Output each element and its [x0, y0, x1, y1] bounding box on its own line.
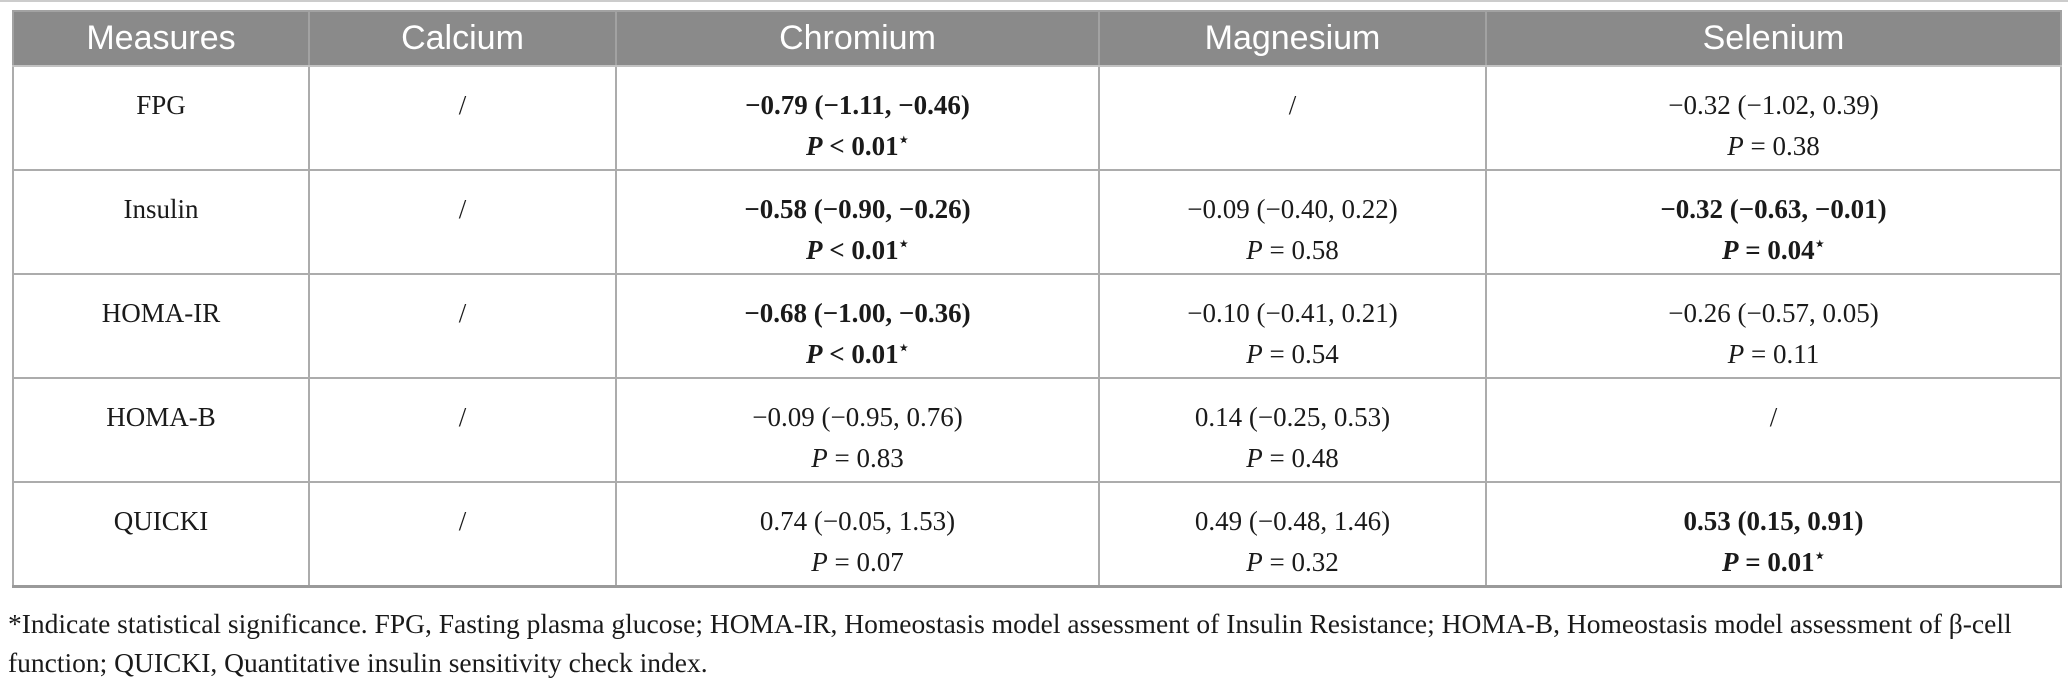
estimate-value: / [458, 402, 467, 432]
value-cell: / [308, 273, 617, 379]
p-value: P = 0.04⋆ [1721, 234, 1826, 265]
significance-star-icon: ⋆ [898, 234, 910, 253]
estimate-value: −0.32 (−0.63, −0.01) [1660, 194, 1887, 224]
p-symbol: P [805, 131, 823, 161]
estimate-value: −0.10 (−0.41, 0.21) [1187, 298, 1398, 328]
value-cell: 0.53 (0.15, 0.91) P = 0.01⋆ [1485, 481, 2062, 587]
estimate-value: −0.32 (−1.02, 0.39) [1668, 90, 1879, 120]
p-value: P = 0.32 [1246, 547, 1339, 577]
value-cell: −0.26 (−0.57, 0.05) P = 0.11 [1485, 273, 2062, 379]
estimate-value: −0.09 (−0.95, 0.76) [752, 402, 963, 432]
header-row: Measures Calcium Chromium Magnesium Sele… [12, 10, 2062, 67]
p-value: P = 0.38 [1727, 131, 1820, 161]
p-symbol: P [1727, 339, 1745, 369]
measure-cell: HOMA-IR [12, 273, 310, 379]
estimate-value: −0.09 (−0.40, 0.22) [1187, 194, 1398, 224]
value-cell: / [308, 169, 617, 275]
column-header-measures: Measures [12, 10, 310, 67]
p-value: P < 0.01⋆ [805, 338, 910, 369]
value-cell: / [1098, 65, 1487, 171]
value-cell: 0.74 (−0.05, 1.53) P = 0.07 [615, 481, 1100, 587]
significance-star-icon: ⋆ [898, 338, 910, 357]
value-cell: −0.79 (−1.11, −0.46) P < 0.01⋆ [615, 65, 1100, 171]
estimate-value: −0.26 (−0.57, 0.05) [1668, 298, 1879, 328]
table-row: HOMA-IR / −0.68 (−1.00, −0.36) P < 0.01⋆ −0.… [12, 273, 2062, 379]
value-cell: −0.32 (−0.63, −0.01) P = 0.04⋆ [1485, 169, 2062, 275]
table-row: Insulin / −0.58 (−0.90, −0.26) P < 0.01⋆ −0.… [12, 169, 2062, 275]
estimate-value: / [458, 194, 467, 224]
p-symbol: P [1721, 547, 1739, 577]
p-value: P < 0.01⋆ [805, 130, 910, 161]
p-symbol: P [805, 339, 823, 369]
value-cell: / [308, 65, 617, 171]
p-symbol: P [1727, 131, 1744, 161]
estimate-value: / [458, 90, 467, 120]
table-row: QUICKI / 0.74 (−0.05, 1.53) P = 0.07 0.49 (−… [12, 481, 2062, 587]
p-symbol: P [811, 547, 828, 577]
p-value: P = 0.01⋆ [1721, 546, 1826, 577]
column-header-selenium: Selenium [1485, 10, 2062, 67]
value-cell: / [308, 481, 617, 587]
significance-star-icon: ⋆ [898, 130, 910, 149]
estimate-value: / [458, 298, 467, 328]
p-symbol: P [1246, 339, 1263, 369]
p-value: P = 0.11 [1727, 339, 1820, 369]
p-value: P = 0.83 [811, 443, 904, 473]
estimate-value: −0.79 (−1.11, −0.46) [745, 90, 970, 120]
p-value: P = 0.48 [1246, 443, 1339, 473]
measure-cell: Insulin [12, 169, 310, 275]
estimate-value: −0.68 (−1.00, −0.36) [744, 298, 971, 328]
p-symbol: P [1721, 235, 1739, 265]
estimate-value: / [1769, 402, 1778, 432]
p-symbol: P [811, 443, 828, 473]
estimate-value: / [1288, 90, 1297, 120]
value-cell: −0.10 (−0.41, 0.21) P = 0.54 [1098, 273, 1487, 379]
measure-cell: FPG [12, 65, 310, 171]
p-value: P < 0.01⋆ [805, 234, 910, 265]
estimate-value: / [458, 506, 467, 536]
value-cell: −0.09 (−0.95, 0.76) P = 0.83 [615, 377, 1100, 483]
p-value: P = 0.58 [1246, 235, 1339, 265]
measure-cell: HOMA-B [12, 377, 310, 483]
value-cell: −0.68 (−1.00, −0.36) P < 0.01⋆ [615, 273, 1100, 379]
value-cell: 0.49 (−0.48, 1.46) P = 0.32 [1098, 481, 1487, 587]
top-rule [0, 0, 2068, 2]
significance-star-icon: ⋆ [1814, 234, 1826, 253]
table-container: Measures Calcium Chromium Magnesium Sele… [0, 2, 2068, 588]
estimate-value: −0.58 (−0.90, −0.26) [744, 194, 971, 224]
value-cell: / [308, 377, 617, 483]
measure-cell: QUICKI [12, 481, 310, 587]
estimate-value: 0.53 (0.15, 0.91) [1683, 506, 1864, 536]
value-cell: −0.58 (−0.90, −0.26) P < 0.01⋆ [615, 169, 1100, 275]
p-symbol: P [1246, 235, 1263, 265]
table-row: FPG / −0.79 (−1.11, −0.46) P < 0.01⋆ / −0.32 … [12, 65, 2062, 171]
p-symbol: P [805, 235, 823, 265]
significance-star-icon: ⋆ [1814, 546, 1826, 565]
column-header-chromium: Chromium [615, 10, 1100, 67]
column-header-magnesium: Magnesium [1098, 10, 1487, 67]
p-value: P = 0.07 [811, 547, 904, 577]
p-symbol: P [1246, 443, 1263, 473]
value-cell: −0.32 (−1.02, 0.39) P = 0.38 [1485, 65, 2062, 171]
table-footnote: *Indicate statistical significance. FPG,… [8, 607, 2012, 678]
value-cell: / [1485, 377, 2062, 483]
correlation-table: Measures Calcium Chromium Magnesium Sele… [12, 10, 2062, 588]
table-row: HOMA-B / −0.09 (−0.95, 0.76) P = 0.83 0.14 (… [12, 377, 2062, 483]
estimate-value: 0.74 (−0.05, 1.53) [759, 506, 956, 536]
p-value: P = 0.54 [1246, 339, 1339, 369]
value-cell: 0.14 (−0.25, 0.53) P = 0.48 [1098, 377, 1487, 483]
estimate-value: 0.49 (−0.48, 1.46) [1194, 506, 1391, 536]
value-cell: −0.09 (−0.40, 0.22) P = 0.58 [1098, 169, 1487, 275]
column-header-calcium: Calcium [308, 10, 617, 67]
p-symbol: P [1246, 547, 1263, 577]
estimate-value: 0.14 (−0.25, 0.53) [1194, 402, 1391, 432]
